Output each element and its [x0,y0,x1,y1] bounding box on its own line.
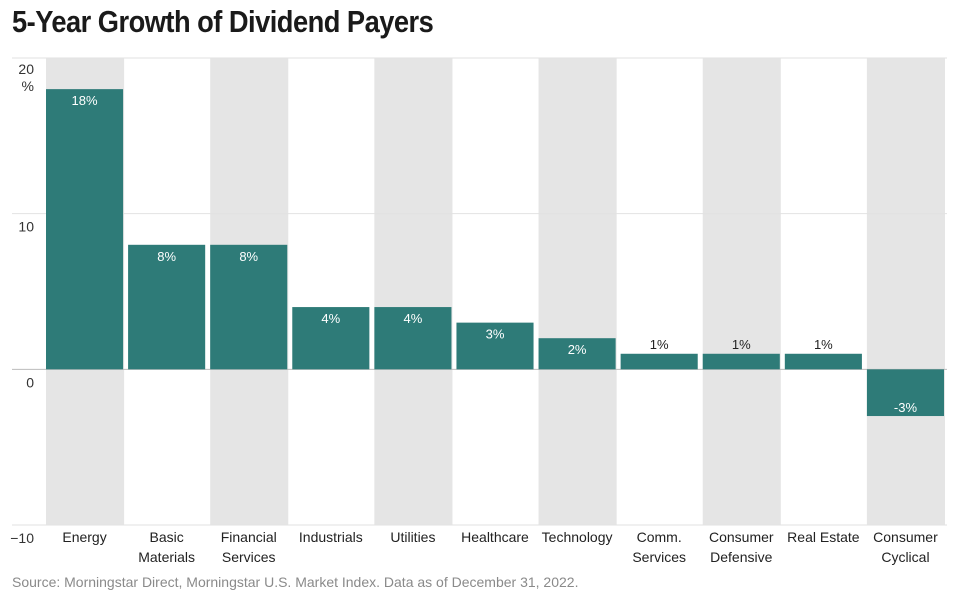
y-unit-label: % [22,78,34,94]
background-band [538,58,617,525]
bar [210,244,288,370]
bar [456,322,534,370]
bar [374,307,452,370]
x-category-label: Materials [138,549,195,565]
x-category-label: Consumer [873,529,938,545]
x-category-label: Services [632,549,686,565]
x-category-label: Energy [62,529,106,545]
x-category-label: Industrials [299,529,363,545]
x-category-label: Utilities [390,529,435,545]
bar-value-label: 18% [72,93,98,108]
bar [784,353,862,370]
bar [46,89,124,370]
bar-value-label: 4% [321,311,340,326]
x-category-label: Consumer [709,529,774,545]
bar [620,353,698,370]
x-category-label: Cyclical [881,549,929,565]
y-tick-label: 0 [26,374,34,390]
source-note: Source: Morningstar Direct, Morningstar … [12,574,579,590]
bar [866,369,944,417]
x-category-label: Basic [150,529,184,545]
bar [292,307,370,370]
background-band [866,58,945,525]
chart-title: 5-Year Growth of Dividend Payers [12,4,434,39]
bar-value-label: 3% [486,327,505,342]
bar-chart: 20 10 0 −10% 18% Energy 8% Basic Materials 8% Fina… [10,57,947,565]
x-category-label: Defensive [710,549,772,565]
y-tick-label: −10 [10,530,34,546]
bar-value-label: -3% [894,400,918,415]
bar-value-label: 1% [814,337,833,352]
bar-value-label: 2% [568,342,587,357]
y-tick-label: 10 [18,219,34,235]
bar [538,338,616,370]
x-category-label: Healthcare [461,529,529,545]
background-band [374,58,453,525]
bar [702,353,780,370]
x-category-label: Real Estate [787,529,860,545]
bar-value-label: 8% [239,249,258,264]
bar-value-label: 8% [157,249,176,264]
bar-value-label: 1% [650,337,669,352]
bar [128,244,206,370]
background-band [702,58,781,525]
x-category-label: Technology [542,529,613,545]
x-category-label: Financial [221,529,277,545]
x-category-label: Services [222,549,276,565]
x-category-label: Comm. [637,529,682,545]
y-tick-label: 20 [18,61,34,77]
bar-value-label: 4% [404,311,423,326]
bar-value-label: 1% [732,337,751,352]
